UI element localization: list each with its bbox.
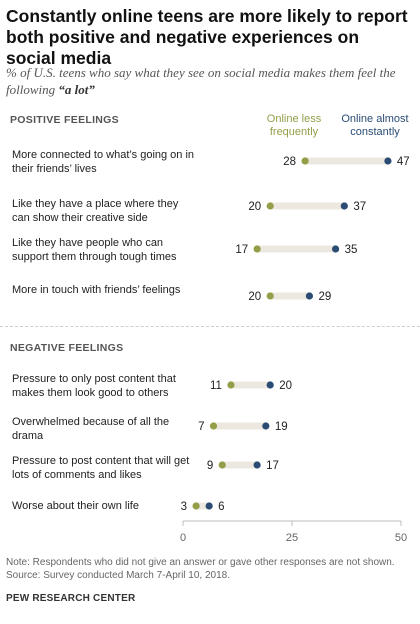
x-tick-label: 0 [180, 532, 186, 544]
value-label-online-constant: 37 [353, 201, 366, 213]
value-label-online-less: 20 [248, 201, 261, 213]
value-label-online-constant: 19 [275, 421, 288, 433]
value-label-online-constant: 6 [218, 501, 224, 513]
value-label-online-less: 7 [198, 421, 204, 433]
value-label-online-constant: 17 [266, 460, 279, 472]
dot-online-constant [341, 202, 348, 209]
value-label-online-less: 17 [235, 244, 248, 256]
value-label-online-less: 11 [210, 380, 222, 392]
value-label-online-constant: 35 [345, 244, 358, 256]
dot-online-less [254, 245, 261, 252]
dot-online-less [267, 202, 274, 209]
dot-online-constant [332, 245, 339, 252]
dot-online-constant [384, 157, 391, 164]
value-label-online-constant: 20 [279, 380, 292, 392]
value-label-online-less: 20 [248, 291, 261, 303]
dot-online-less [210, 422, 217, 429]
x-tick-label: 50 [395, 532, 407, 544]
value-label-online-less: 3 [181, 501, 187, 513]
dot-online-constant [306, 292, 313, 299]
value-label-online-constant: 29 [318, 291, 331, 303]
note-text: Note: Respondents who did not give an an… [6, 556, 395, 569]
dot-online-constant [267, 381, 274, 388]
x-tick-label: 25 [286, 532, 298, 544]
dot-online-less [219, 461, 226, 468]
value-label-online-less: 9 [207, 460, 213, 472]
chart-notes: Note: Respondents who did not give an an… [6, 556, 395, 582]
brand-logo-text: PEW RESEARCH CENTER [6, 593, 135, 604]
dot-online-constant [206, 502, 213, 509]
source-text: Source: Survey conducted March 7-April 1… [6, 569, 395, 582]
dot-online-less [192, 502, 199, 509]
dot-online-less [227, 381, 234, 388]
dot-online-constant [262, 422, 269, 429]
value-label-online-less: 28 [283, 156, 296, 168]
value-label-online-constant: 47 [397, 156, 410, 168]
dot-online-constant [254, 461, 261, 468]
dot-online-less [267, 292, 274, 299]
dot-online-less [301, 157, 308, 164]
